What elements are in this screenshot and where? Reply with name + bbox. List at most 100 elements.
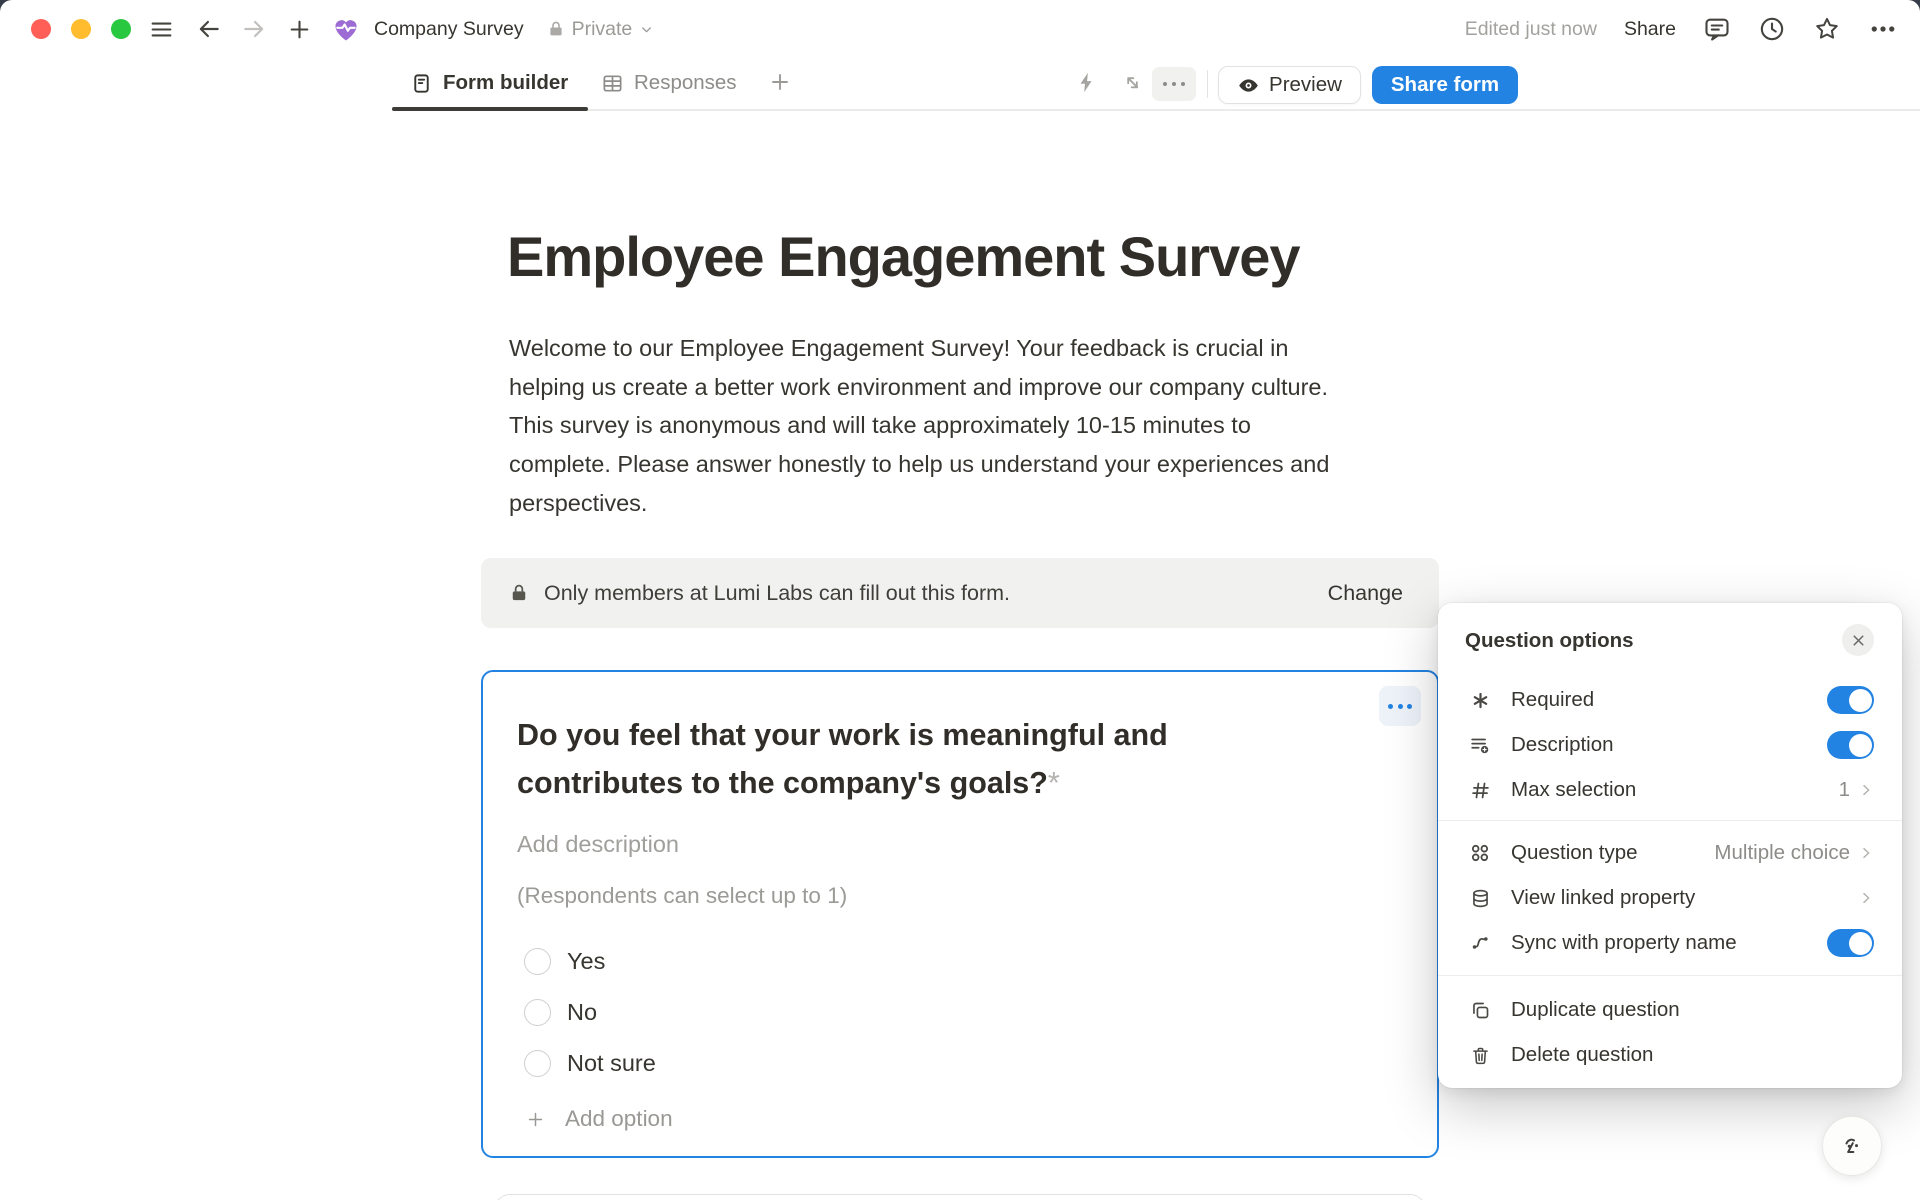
- ai-face-icon: [1845, 1138, 1858, 1153]
- hamburger-icon: [151, 22, 172, 36]
- plus-icon: [528, 1112, 543, 1126]
- forward-button[interactable]: [241, 16, 267, 42]
- change-access-button[interactable]: Change: [1327, 580, 1403, 605]
- lightning-icon: [1080, 72, 1092, 93]
- row-label: Description: [1511, 733, 1614, 756]
- plus-icon: [290, 20, 309, 38]
- preview-label: Preview: [1269, 73, 1342, 96]
- traffic-close-button[interactable]: [31, 19, 51, 39]
- back-button[interactable]: [196, 16, 222, 42]
- popup-row-max-selection[interactable]: Max selection 1: [1438, 768, 1902, 812]
- popup-row-duplicate-question[interactable]: Duplicate question: [1438, 988, 1902, 1032]
- question-options-button[interactable]: [1379, 686, 1421, 726]
- row-label: Question type: [1511, 841, 1638, 864]
- add-description-placeholder[interactable]: Add description: [517, 831, 679, 857]
- popup-row-description[interactable]: Description: [1438, 723, 1902, 767]
- question-card[interactable]: Do you feel that your work is meaningful…: [481, 670, 1439, 1158]
- question-title-line: contributes to the company's goals?: [517, 766, 1048, 800]
- active-tab-underline: [392, 107, 588, 111]
- form-description[interactable]: Welcome to our Employee Engagement Surve…: [509, 329, 1329, 523]
- sidebar-menu-button[interactable]: [149, 17, 174, 42]
- question-type-value: Multiple choice: [1714, 841, 1850, 864]
- form-description-line: helping us create a better work environm…: [509, 373, 1329, 400]
- form-more-button[interactable]: [1152, 67, 1196, 101]
- tab-form-builder[interactable]: Form builder: [410, 58, 568, 108]
- required-toggle[interactable]: [1827, 686, 1874, 714]
- question-title-line: Do you feel that your work is meaningful…: [517, 718, 1168, 752]
- plus-icon: [772, 74, 788, 90]
- radio-button[interactable]: [524, 948, 551, 975]
- sync-toggle[interactable]: [1827, 929, 1874, 957]
- automations-button[interactable]: [1075, 71, 1098, 94]
- row-label: View linked property: [1511, 886, 1696, 909]
- question-options-popup: Question options Required Description Ma…: [1438, 603, 1902, 1088]
- options-list: Yes No Not sure: [483, 936, 1437, 1089]
- page-title[interactable]: Company Survey: [374, 17, 524, 40]
- popup-divider: [1438, 820, 1902, 821]
- popup-row-view-linked-property[interactable]: View linked property: [1438, 876, 1902, 920]
- heart-pulse-icon: [335, 20, 357, 41]
- add-option-button[interactable]: Add option: [483, 1097, 1437, 1141]
- form-description-line: complete. Please answer honestly to help…: [509, 451, 1330, 478]
- tab-responses[interactable]: Responses: [601, 58, 737, 108]
- chevron-right-icon: [1863, 847, 1870, 859]
- favorite-button[interactable]: [1813, 15, 1841, 43]
- traffic-minimize-button[interactable]: [71, 19, 91, 39]
- form-description-line: perspectives.: [509, 489, 648, 516]
- close-icon: [1852, 634, 1864, 646]
- expand-diagonal-icon: [1127, 77, 1139, 89]
- star-icon: [1816, 17, 1838, 39]
- form-title[interactable]: Employee Engagement Survey: [507, 225, 1301, 288]
- trash-icon: [1472, 1047, 1488, 1064]
- radio-button[interactable]: [524, 999, 551, 1026]
- required-asterisk: *: [1047, 766, 1060, 800]
- option-label[interactable]: No: [567, 999, 598, 1025]
- add-view-button[interactable]: [768, 70, 792, 94]
- option-row[interactable]: Yes: [483, 936, 1437, 987]
- form-document-icon: [414, 73, 429, 93]
- popup-row-required[interactable]: Required: [1438, 678, 1902, 722]
- row-label: Required: [1511, 688, 1595, 711]
- chevron-right-icon: [1863, 892, 1870, 904]
- more-menu-button[interactable]: [1868, 14, 1898, 44]
- option-label[interactable]: Yes: [567, 948, 606, 974]
- notion-ai-button[interactable]: [1822, 1116, 1882, 1176]
- add-option-label: Add option: [565, 1106, 673, 1131]
- table-icon: [603, 74, 622, 92]
- tab-form-builder-label: Form builder: [443, 71, 569, 94]
- description-lines-icon: [1471, 738, 1489, 754]
- option-row[interactable]: No: [483, 987, 1437, 1038]
- privacy-label: Private: [571, 17, 633, 40]
- share-menu-button[interactable]: Share: [1623, 17, 1676, 40]
- toolbar-divider: [1207, 70, 1208, 98]
- popup-row-delete-question[interactable]: Delete question: [1438, 1033, 1902, 1077]
- radio-button[interactable]: [524, 1050, 551, 1077]
- popup-row-question-type[interactable]: Question type Multiple choice: [1438, 831, 1902, 875]
- popup-close-button[interactable]: [1842, 624, 1874, 656]
- comments-button[interactable]: [1703, 15, 1731, 43]
- history-button[interactable]: [1758, 15, 1786, 43]
- hash-icon: [1471, 782, 1489, 798]
- arrow-left-icon: [199, 20, 219, 38]
- access-notice-bar: Only members at Lumi Labs can fill out t…: [481, 558, 1439, 628]
- preview-button[interactable]: Preview: [1218, 66, 1361, 104]
- new-tab-button[interactable]: [287, 17, 312, 42]
- clock-icon: [1760, 17, 1784, 41]
- question-type-grid-icon: [1471, 844, 1489, 862]
- description-toggle[interactable]: [1827, 731, 1874, 759]
- next-question-card-edge[interactable]: [494, 1194, 1426, 1200]
- option-row[interactable]: Not sure: [483, 1038, 1437, 1089]
- popup-row-sync-property-name[interactable]: Sync with property name: [1438, 921, 1902, 965]
- popup-divider: [1438, 975, 1902, 976]
- traffic-zoom-button[interactable]: [111, 19, 131, 39]
- expand-button[interactable]: [1121, 71, 1144, 94]
- titlebar: Company Survey Private Edited just now S…: [0, 0, 1920, 58]
- comment-icon: [1705, 18, 1729, 41]
- question-title[interactable]: Do you feel that your work is meaningful…: [517, 711, 1168, 807]
- share-form-button[interactable]: Share form: [1372, 66, 1518, 104]
- lock-icon: [512, 584, 526, 601]
- option-label[interactable]: Not sure: [567, 1050, 656, 1076]
- privacy-dropdown[interactable]: Private: [547, 18, 655, 41]
- page-icon: [331, 14, 361, 44]
